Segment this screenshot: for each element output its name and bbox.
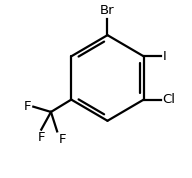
Text: I: I — [163, 50, 167, 63]
Text: F: F — [37, 131, 45, 144]
Text: Br: Br — [100, 4, 115, 17]
Text: F: F — [59, 133, 66, 146]
Text: Cl: Cl — [162, 93, 175, 106]
Text: F: F — [24, 100, 31, 113]
